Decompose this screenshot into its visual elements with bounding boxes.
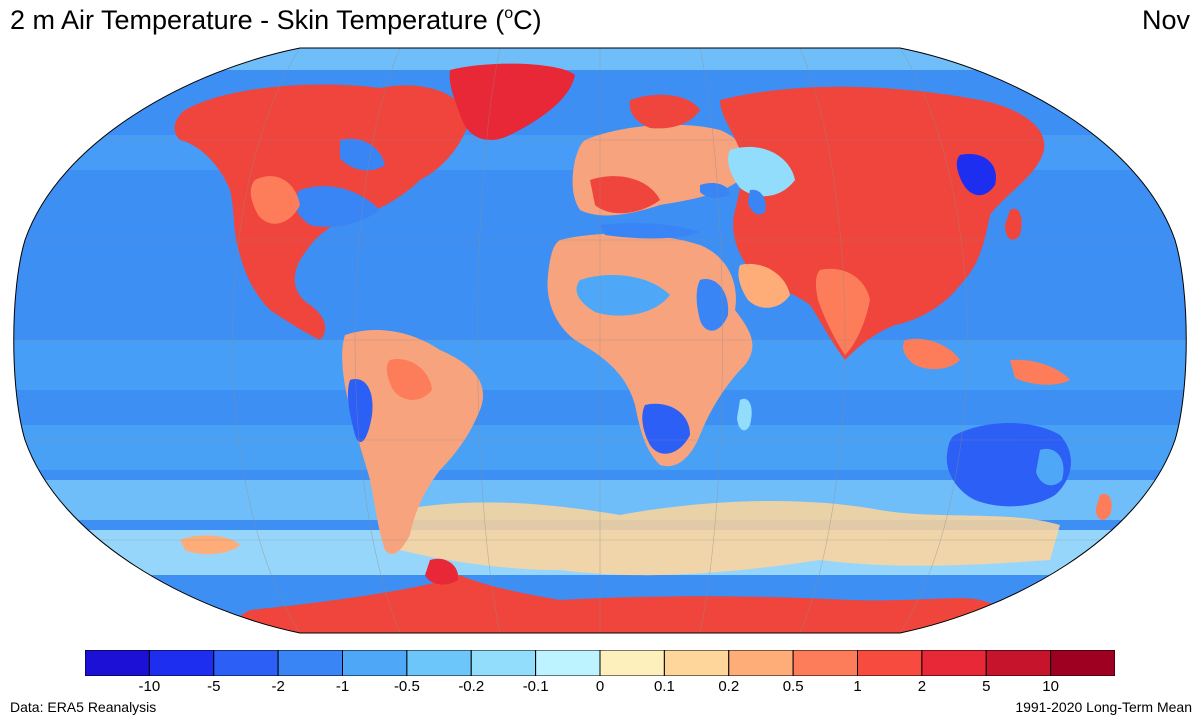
data-source: Data: ERA5 Reanalysis — [10, 699, 157, 715]
greenland — [449, 63, 575, 140]
colorbar-tick-label: -2 — [271, 678, 285, 695]
madagascar — [737, 398, 752, 431]
colorbar-tick-label: 0.2 — [718, 678, 740, 695]
colorbar-swatch — [148, 650, 215, 676]
colorbar-tick-label: -1 — [335, 678, 350, 695]
colorbar-tick-label: 0 — [595, 678, 605, 695]
antarctica — [200, 575, 1040, 633]
black-sea — [700, 183, 730, 198]
colorbar-swatch — [213, 650, 279, 676]
mediterranean — [600, 222, 700, 239]
colorbar-tick-label: 5 — [982, 678, 991, 695]
north-america-cool — [294, 186, 380, 227]
colorbar-tick-label: 10 — [1042, 678, 1059, 695]
title-unit: C) — [513, 5, 542, 35]
india — [815, 268, 870, 355]
colorbar-swatch — [857, 650, 923, 676]
africa-cool-south — [642, 403, 690, 454]
hudson-bay — [340, 138, 385, 171]
colorbar-swatch — [406, 650, 472, 676]
map-content — [13, 48, 1187, 633]
colorbar-tick-label: -10 — [138, 678, 161, 695]
japan — [1005, 208, 1022, 240]
southeast-asia-islands — [903, 338, 960, 370]
world-map — [0, 40, 1200, 640]
europe-warm — [590, 176, 660, 214]
colorbar-tick-label: -0.2 — [458, 678, 485, 695]
arabian-peninsula — [738, 263, 790, 308]
colorbar-swatch — [470, 650, 537, 676]
colorbar-tick-label: -5 — [207, 678, 221, 695]
southern-ocean-warm-patch — [400, 500, 1060, 576]
graticule — [13, 48, 1187, 633]
caspian-sea — [748, 189, 766, 215]
antarctic-peninsula — [425, 558, 459, 585]
colorbar-swatch — [1050, 650, 1115, 676]
scandinavia — [629, 94, 700, 129]
colorbar-swatch — [985, 650, 1052, 676]
colorbar-tick-labels: -10 -5 -2 -1 -0.5 -0.2 -0.1 0 0.1 0.2 0.5 1 2 5 10 — [85, 678, 1115, 698]
asia-cool-west — [728, 146, 795, 197]
month-label: Nov — [1141, 5, 1190, 35]
colorbar-tick-label: 0.1 — [653, 678, 675, 695]
colorbar-tick-label: 0.5 — [782, 678, 804, 695]
title-text: 2 m Air Temperature - Skin Temperature ( — [10, 5, 505, 35]
colorbar-swatch — [535, 650, 601, 676]
south-america-cool — [347, 379, 373, 443]
colorbar-swatch — [663, 650, 730, 676]
colorbar-tick-label: 2 — [917, 678, 927, 695]
new-guinea — [1010, 359, 1070, 385]
north-america-warm — [250, 176, 300, 224]
south-america-warm — [386, 359, 432, 400]
colorbar-swatch — [921, 650, 987, 676]
map-title: 2 m Air Temperature - Skin Temperature (… — [10, 4, 542, 36]
colorbar-swatch — [599, 650, 665, 676]
colorbar-swatch — [792, 650, 859, 676]
colorbar-tick-label: -0.5 — [393, 678, 420, 695]
period-label: 1991-2020 Long-Term Mean — [1015, 699, 1192, 715]
colorbar-swatch — [85, 650, 150, 676]
degree-symbol: o — [504, 5, 514, 22]
map-border — [13, 47, 1187, 634]
colorbar — [85, 650, 1115, 676]
colorbar-tick-label: 1 — [853, 678, 862, 695]
colorbar-tick-label: -0.1 — [522, 678, 549, 695]
australia — [946, 422, 1071, 507]
south-america — [342, 330, 484, 555]
africa-cool-east — [696, 279, 729, 331]
map-svg — [13, 47, 1187, 634]
asia-cool-east — [956, 154, 996, 196]
new-zealand — [1095, 493, 1112, 520]
australia-east-warm — [1036, 448, 1064, 486]
colorbar-swatch — [342, 650, 408, 676]
colorbar-swatch — [277, 650, 344, 676]
colorbar-svg — [85, 650, 1115, 676]
colorbar-swatch — [728, 650, 794, 676]
